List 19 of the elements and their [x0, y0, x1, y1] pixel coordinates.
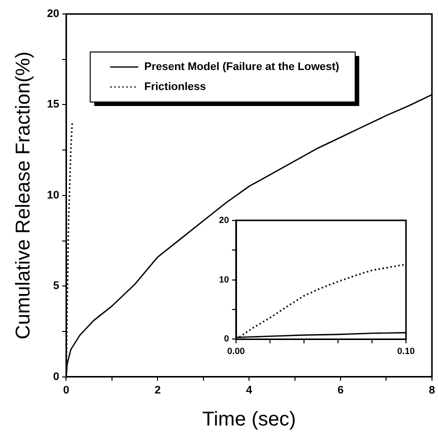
x-tick-label: 2: [154, 384, 161, 396]
legend-label: Present Model (Failure at the Lowest): [144, 61, 340, 74]
x-axis-title: Time (sec): [202, 408, 296, 431]
y-tick-label: 20: [46, 8, 60, 20]
x-tick-label: 8: [428, 384, 436, 396]
y-tick-label: 0: [224, 334, 230, 344]
x-tick-label: 4: [246, 384, 254, 396]
x-tick-label: 0: [63, 384, 70, 396]
y-tick-label: 15: [46, 98, 60, 111]
y-axis-title: Cumulative Release Fraction(%): [12, 51, 35, 340]
y-tick-label: 20: [218, 214, 230, 225]
y-tick-label: 5: [53, 280, 60, 292]
y-tick-label: 0: [53, 370, 60, 383]
y-tick-label: 10: [218, 274, 230, 284]
legend-label: Frictionless: [144, 81, 206, 94]
y-tick-label: 10: [46, 189, 60, 202]
x-tick-label: 0.10: [397, 346, 415, 356]
x-tick-label: 6: [337, 384, 344, 396]
x-tick-label: 0.00: [227, 346, 245, 356]
